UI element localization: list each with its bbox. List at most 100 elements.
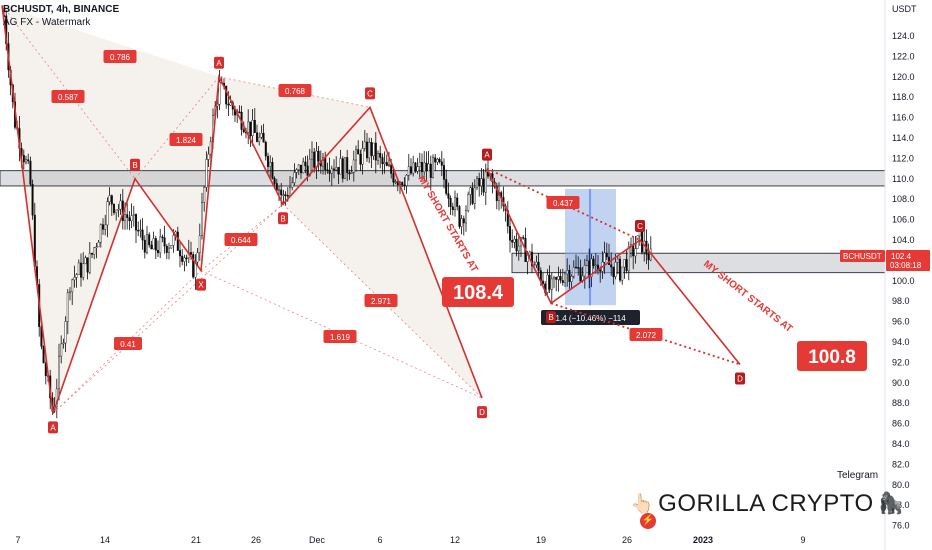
- candle-body: [291, 182, 294, 188]
- pattern-2-legs: [486, 168, 741, 365]
- candle-body: [273, 178, 276, 184]
- candle-body: [330, 168, 333, 174]
- point-label: D: [737, 374, 743, 383]
- x-tick-label: 26: [251, 535, 261, 545]
- candle-body: [22, 154, 25, 163]
- candle-body: [368, 141, 371, 159]
- candle-body: [361, 148, 364, 165]
- y-tick-label: 78.0: [892, 500, 910, 510]
- candle-body: [154, 238, 157, 251]
- candle-body: [260, 133, 263, 138]
- candle-body: [458, 206, 461, 227]
- point-badge: [196, 278, 206, 291]
- candle-body: [476, 178, 479, 188]
- ratio-badge: [364, 294, 398, 307]
- candle-body: [405, 175, 408, 186]
- ratio-badge: [51, 90, 85, 103]
- candle-body: [388, 164, 391, 167]
- candle-body: [311, 151, 314, 160]
- candle-body: [29, 160, 32, 185]
- ratio-line: [200, 270, 483, 399]
- candle-body: [300, 164, 303, 174]
- candle-body: [335, 167, 338, 171]
- candle-body: [537, 261, 540, 271]
- ratio-line: [550, 302, 741, 366]
- candle-body: [553, 277, 556, 280]
- measure-label-bg: [541, 310, 640, 325]
- candle-body: [159, 236, 162, 254]
- point-badge: [482, 148, 492, 161]
- candle-body: [610, 264, 613, 268]
- candle-body: [137, 229, 140, 232]
- candle-body: [200, 202, 203, 237]
- ratio-line: [486, 167, 641, 241]
- candle-body: [436, 158, 439, 163]
- point-badge: [48, 421, 58, 434]
- candle-body: [167, 247, 170, 253]
- x-tick-label: Dec: [309, 535, 326, 545]
- candle-body: [172, 235, 175, 246]
- ratio-line: [134, 76, 220, 180]
- y-tick-label: 100.0: [892, 276, 915, 286]
- pattern-1-legs: [1, 5, 483, 414]
- candle-body: [229, 102, 232, 106]
- candle-body: [531, 251, 534, 267]
- candle-body: [203, 187, 206, 203]
- candle-body: [632, 244, 635, 257]
- bolt-icon[interactable]: ⚡: [640, 513, 656, 529]
- candle-body: [44, 362, 47, 377]
- candle-body: [594, 264, 597, 267]
- candle-body: [176, 231, 179, 251]
- candle-body: [440, 161, 443, 166]
- candle-body: [27, 159, 30, 162]
- y-tick-label: 88.0: [892, 398, 910, 408]
- measure-label: −11.4 (−10.46%) −114: [547, 314, 626, 323]
- candle-body: [583, 265, 586, 277]
- candle-body: [363, 141, 366, 149]
- candle-body: [410, 166, 413, 174]
- candle-body: [71, 279, 74, 293]
- candle-body: [566, 270, 569, 275]
- candle-body: [339, 158, 342, 175]
- candle-body: [614, 262, 617, 277]
- candle-body: [401, 182, 404, 186]
- candle-body: [84, 257, 87, 264]
- candle-body: [25, 159, 28, 163]
- point-label: B: [280, 214, 285, 223]
- candle-body: [150, 244, 153, 250]
- candle-body: [269, 162, 272, 167]
- point-label: A: [50, 423, 56, 432]
- candle-body: [454, 197, 457, 210]
- candle-body: [427, 163, 430, 172]
- candle-body: [328, 170, 331, 174]
- y-tick-label: 84.0: [892, 439, 910, 449]
- candle-body: [515, 238, 518, 252]
- candle-body: [341, 158, 344, 179]
- point-badge: [278, 212, 288, 225]
- y-tick-label: 110.0: [892, 174, 914, 184]
- candle-body: [548, 274, 551, 290]
- candle-body: [432, 157, 435, 178]
- y-axis-unit: USDT: [892, 4, 917, 14]
- y-tick-label: 120.0: [892, 72, 915, 82]
- candle-body: [126, 214, 129, 218]
- watermark-text: GORILLA CRYPTO: [658, 490, 874, 517]
- candle-body: [374, 142, 377, 161]
- candle-body: [429, 163, 432, 178]
- candle-body: [58, 355, 61, 390]
- watermark: 👆🏻 GORILLA CRYPTO 🦍: [630, 490, 904, 518]
- candle-body: [322, 157, 325, 167]
- harmonic-fills: [2, 5, 482, 414]
- candle-body: [79, 262, 82, 278]
- candle-body: [249, 121, 252, 137]
- candle-body: [317, 150, 320, 162]
- x-tick-label: 12: [450, 535, 460, 545]
- indicator-title[interactable]: AG FX - Watermark: [3, 17, 91, 28]
- telegram-label: Telegram: [837, 470, 879, 481]
- symbol-title[interactable]: BCHUSDT, 4h, BINANCE: [3, 4, 120, 15]
- candle-body: [509, 226, 512, 241]
- candle-body: [383, 162, 386, 164]
- candle-body: [572, 266, 575, 277]
- candle-body: [104, 224, 107, 230]
